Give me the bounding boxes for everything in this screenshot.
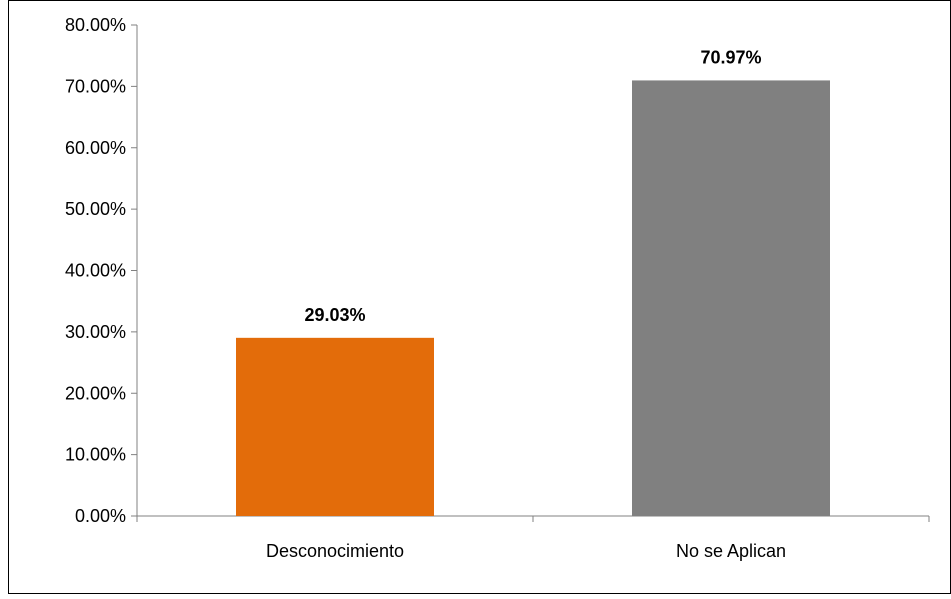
y-tick-label: 40.00% (65, 261, 126, 281)
y-tick-label: 70.00% (65, 76, 126, 96)
bar (632, 80, 830, 516)
labels: 29.03% Desconocimiento 70.97% No se Aplican (266, 47, 786, 561)
data-label: 29.03% (304, 305, 365, 325)
y-tick-label: 80.00% (65, 15, 126, 35)
y-tick-label: 0.00% (75, 506, 126, 526)
bar (236, 337, 434, 516)
data-label: 70.97% (700, 47, 761, 67)
y-tick-label: 30.00% (65, 322, 126, 342)
x-category-label: No se Aplican (676, 541, 786, 561)
y-tick-label: 10.00% (65, 445, 126, 465)
bars (236, 80, 830, 516)
y-tick-label: 20.00% (65, 383, 126, 403)
axes: 0.00% 10.00% 20.00% 30.00% 40.00% 50.00% 60.00… (65, 15, 930, 526)
x-category-label: Desconocimiento (266, 541, 404, 561)
y-tick-label: 50.00% (65, 199, 126, 219)
y-tick-label: 60.00% (65, 138, 126, 158)
